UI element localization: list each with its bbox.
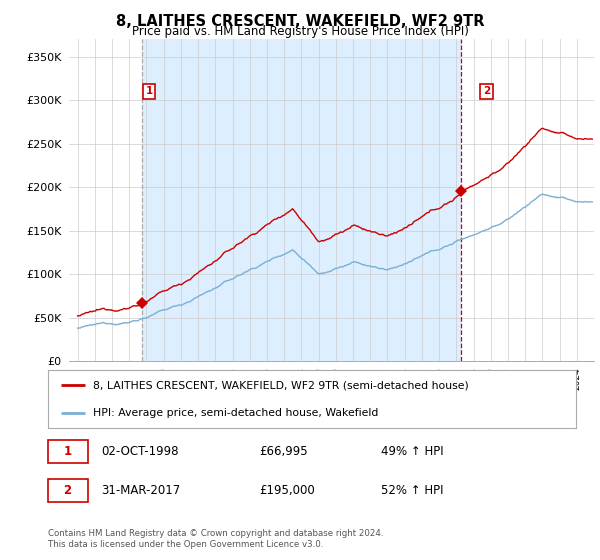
Text: 52% ↑ HPI: 52% ↑ HPI xyxy=(380,484,443,497)
Text: 8, LAITHES CRESCENT, WAKEFIELD, WF2 9TR (semi-detached house): 8, LAITHES CRESCENT, WAKEFIELD, WF2 9TR … xyxy=(93,380,469,390)
Text: £195,000: £195,000 xyxy=(259,484,315,497)
Text: 1: 1 xyxy=(64,445,71,458)
Text: 1: 1 xyxy=(145,86,152,96)
Bar xyxy=(142,39,461,361)
FancyBboxPatch shape xyxy=(48,440,88,463)
Text: 2: 2 xyxy=(483,86,490,96)
Text: Contains HM Land Registry data © Crown copyright and database right 2024.
This d: Contains HM Land Registry data © Crown c… xyxy=(48,529,383,549)
Text: 8, LAITHES CRESCENT, WAKEFIELD, WF2 9TR: 8, LAITHES CRESCENT, WAKEFIELD, WF2 9TR xyxy=(116,14,484,29)
Text: 31-MAR-2017: 31-MAR-2017 xyxy=(101,484,180,497)
Text: 49% ↑ HPI: 49% ↑ HPI xyxy=(380,445,443,458)
Text: £66,995: £66,995 xyxy=(259,445,308,458)
Text: 02-OCT-1998: 02-OCT-1998 xyxy=(101,445,178,458)
Text: Price paid vs. HM Land Registry's House Price Index (HPI): Price paid vs. HM Land Registry's House … xyxy=(131,25,469,38)
Text: 2: 2 xyxy=(64,484,71,497)
FancyBboxPatch shape xyxy=(48,479,88,502)
Text: HPI: Average price, semi-detached house, Wakefield: HPI: Average price, semi-detached house,… xyxy=(93,408,378,418)
